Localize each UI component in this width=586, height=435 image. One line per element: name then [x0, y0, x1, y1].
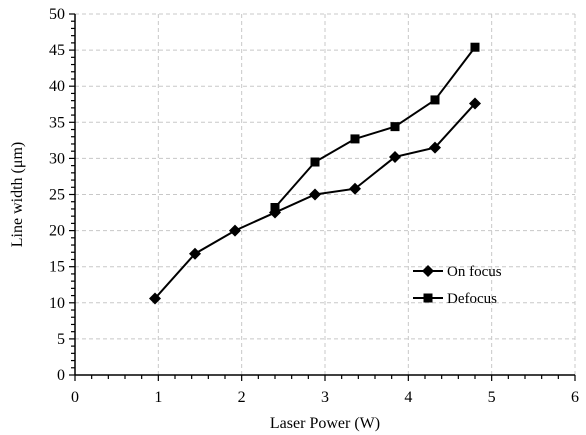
x-tick-label: 0 — [71, 389, 79, 406]
x-tick-label: 5 — [488, 389, 496, 406]
legend-item: On focus — [413, 264, 502, 280]
y-tick-label: 10 — [49, 295, 65, 312]
legend: On focus Defocus — [413, 264, 502, 307]
data-point-diamond — [429, 141, 441, 154]
y-tick-label: 25 — [49, 187, 65, 204]
y-tick-label: 40 — [49, 78, 65, 95]
x-tick-label: 1 — [154, 389, 162, 406]
y-tick-label: 0 — [57, 367, 65, 384]
series — [149, 42, 481, 305]
axes — [74, 14, 575, 376]
series-line — [274, 46, 476, 209]
x-tick-label: 3 — [321, 389, 329, 406]
data-point-square — [310, 157, 320, 167]
y-axis-ticks: 0 5 10 15 20 25 30 35 40 45 50 — [49, 6, 75, 384]
data-point-diamond — [189, 247, 201, 260]
legend-item: Defocus — [413, 291, 497, 307]
series-defocus — [270, 42, 480, 212]
legend-marker — [423, 293, 433, 303]
x-axis-title: Laser Power (W) — [270, 415, 380, 432]
data-point-square — [470, 42, 480, 52]
data-point-square — [390, 122, 400, 132]
data-point-square — [350, 134, 360, 144]
x-axis-ticks: 0 1 2 3 4 5 6 — [71, 375, 579, 406]
grid-lines — [75, 13, 576, 375]
legend-label: Defocus — [447, 291, 497, 307]
y-tick-label: 45 — [49, 42, 65, 59]
data-point-diamond — [309, 188, 321, 201]
y-tick-label: 50 — [49, 6, 65, 23]
data-point-square — [270, 202, 280, 212]
y-tick-label: 35 — [49, 114, 65, 131]
x-tick-label: 2 — [238, 389, 246, 406]
y-tick-label: 30 — [49, 150, 65, 167]
y-tick-label: 20 — [49, 223, 65, 240]
data-point-diamond — [149, 292, 161, 305]
y-tick-label: 15 — [49, 259, 65, 276]
y-axis-title: Line width (μm) — [9, 142, 26, 247]
data-point-diamond — [469, 97, 481, 110]
data-point-diamond — [389, 150, 401, 163]
x-tick-label: 6 — [571, 389, 579, 406]
legend-label: On focus — [447, 264, 502, 280]
y-tick-label: 5 — [57, 331, 65, 348]
data-point-diamond — [349, 182, 361, 195]
data-point-diamond — [229, 224, 241, 237]
x-tick-label: 4 — [404, 389, 412, 406]
data-point-square — [430, 95, 440, 105]
legend-marker — [422, 265, 434, 277]
